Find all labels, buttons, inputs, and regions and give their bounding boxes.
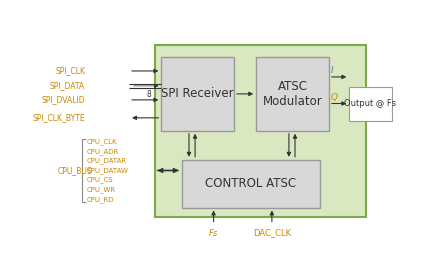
- Bar: [256, 57, 329, 131]
- Text: I: I: [331, 67, 333, 75]
- Text: ATSC
Modulator: ATSC Modulator: [263, 80, 323, 108]
- Bar: [161, 57, 234, 131]
- Text: Output @ Fs: Output @ Fs: [344, 99, 396, 108]
- Text: DAC_CLK: DAC_CLK: [253, 228, 291, 238]
- Text: SPI_CLK_BYTE: SPI_CLK_BYTE: [32, 113, 85, 122]
- Bar: [349, 87, 392, 121]
- Text: 8: 8: [146, 90, 151, 99]
- Text: CPU_CLK: CPU_CLK: [87, 138, 118, 145]
- Text: CPU_DATAR: CPU_DATAR: [87, 157, 127, 164]
- Text: Q: Q: [331, 93, 338, 102]
- Text: CPU_CS: CPU_CS: [87, 177, 114, 183]
- Text: SPI_CLK: SPI_CLK: [55, 67, 85, 75]
- Text: Fs: Fs: [209, 228, 218, 238]
- Text: CPU_BUS: CPU_BUS: [58, 166, 93, 175]
- Text: CPU_WR: CPU_WR: [87, 186, 116, 193]
- Text: SPI_DVALID: SPI_DVALID: [42, 95, 85, 104]
- Bar: [155, 45, 366, 217]
- Bar: [182, 160, 320, 207]
- Text: CPU_RD: CPU_RD: [87, 196, 114, 203]
- Text: CONTROL ATSC: CONTROL ATSC: [205, 177, 297, 190]
- Text: CPU_ADR: CPU_ADR: [87, 148, 119, 155]
- Text: SPI_DATA: SPI_DATA: [50, 81, 85, 90]
- Text: SPI Receiver: SPI Receiver: [161, 87, 234, 100]
- Text: CPU_DATAW: CPU_DATAW: [87, 167, 128, 174]
